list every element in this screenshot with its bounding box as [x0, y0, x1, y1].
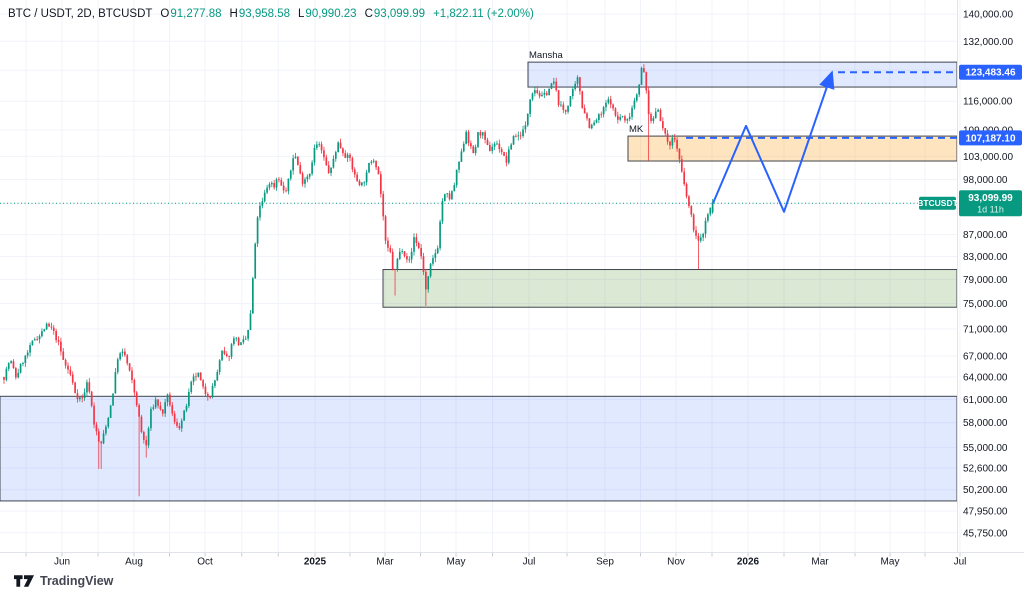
legend-symbol-title[interactable]: BTC / USDT, 2D, BTCUSDT [8, 8, 153, 20]
price-tick-label: 79,000.00 [963, 275, 1008, 286]
time-axis[interactable]: Jun Aug Oct 2025 Mar May Jul Sep Nov 2026 Mar May Ju… [25, 553, 967, 568]
time-tick-label: 2026 [737, 557, 760, 568]
price-tick-label: 98,000.00 [963, 175, 1008, 186]
price-tick-label: 50,200.00 [963, 485, 1008, 496]
mk-zone-label: MK [629, 124, 644, 135]
price-tick-label: 132,000.00 [963, 37, 1013, 48]
time-tick-label: May [447, 557, 466, 568]
time-tick-label: Sep [596, 557, 614, 568]
price-tick-label: 71,000.00 [963, 324, 1008, 335]
price-tick-label: 58,000.00 [963, 418, 1008, 429]
mk-zone[interactable] [627, 135, 958, 162]
projection-path[interactable] [712, 70, 835, 213]
legend-high: H 93,958.58 [229, 8, 291, 20]
time-tick-label: May [881, 557, 900, 568]
legend-low: L 90,990.23 [298, 8, 357, 20]
price-tick-label: 52,600.00 [963, 464, 1008, 475]
grid-layer [0, 0, 961, 552]
mansha-zone[interactable] [527, 61, 958, 88]
green-zone[interactable] [382, 269, 958, 308]
tradingview-logo-text: TradingView [40, 574, 114, 588]
time-tick-label: 2025 [304, 557, 327, 568]
price-tick-label: 140,000.00 [963, 10, 1013, 21]
time-tick-label: Mar [811, 557, 829, 568]
current-price-value: 93,099.99 [968, 193, 1013, 204]
price-tick-label: 87,000.00 [963, 230, 1008, 241]
time-tick-label: Aug [125, 557, 143, 568]
price-tick-label: 67,000.00 [963, 351, 1008, 362]
price-alert-lines[interactable] [686, 71, 957, 139]
price-tick-label: 55,000.00 [963, 443, 1008, 454]
projection-zigzag[interactable] [712, 70, 835, 213]
time-tick-label: Nov [667, 557, 685, 568]
resistance-level-badge [959, 130, 1022, 146]
lower-blue-zone[interactable] [0, 395, 958, 502]
time-tick-label: Jun [54, 557, 70, 568]
candles-layer [3, 64, 714, 497]
symbol-legend: BTC / USDT, 2D, BTCUSDT O 91,277.88 H 93,9… [8, 8, 534, 20]
price-tick-label: 47,950.00 [963, 506, 1008, 517]
candle-countdown: 1d 11h [977, 205, 1004, 215]
legend-change: +1,822.11 (+2.00%) [433, 8, 534, 20]
symbol-price-badge-text: BTCUSDT [917, 198, 958, 208]
tradingview-logo[interactable]: TradingView [14, 574, 113, 588]
price-tick-label: 75,000.00 [963, 299, 1008, 310]
legend-open: O 91,277.88 [160, 8, 222, 20]
price-axis[interactable]: 140,000.00132,000.00124,000.00116,000.00… [917, 10, 1022, 540]
price-tick-label: 103,000.00 [963, 152, 1013, 163]
current-price-badge [959, 190, 1022, 217]
resistance-level-badge-text: 107,187.10 [965, 133, 1015, 144]
time-tick-label: Mar [376, 557, 394, 568]
target-level-badge [959, 64, 1022, 80]
price-tick-label: 45,750.00 [963, 528, 1008, 539]
axis-borders [0, 0, 1024, 553]
price-tick-label: 116,000.00 [963, 97, 1013, 108]
price-tick-label: 64,000.00 [963, 373, 1008, 384]
symbol-price-badge [919, 196, 956, 210]
price-tick-label: 61,000.00 [963, 395, 1008, 406]
supply-demand-zones-layer: MK Mansha [0, 50, 958, 502]
target-level-badge-text: 123,483.46 [965, 68, 1015, 79]
price-tick-label: 83,000.00 [963, 252, 1008, 263]
legend-close: C 93,099.99 [364, 8, 426, 20]
time-tick-label: Jul [523, 557, 536, 568]
time-tick-label: Jul [954, 557, 967, 568]
tradingview-logo-icon [14, 575, 34, 587]
time-tick-label: Oct [197, 557, 213, 568]
mansha-zone-label: Mansha [529, 50, 564, 61]
